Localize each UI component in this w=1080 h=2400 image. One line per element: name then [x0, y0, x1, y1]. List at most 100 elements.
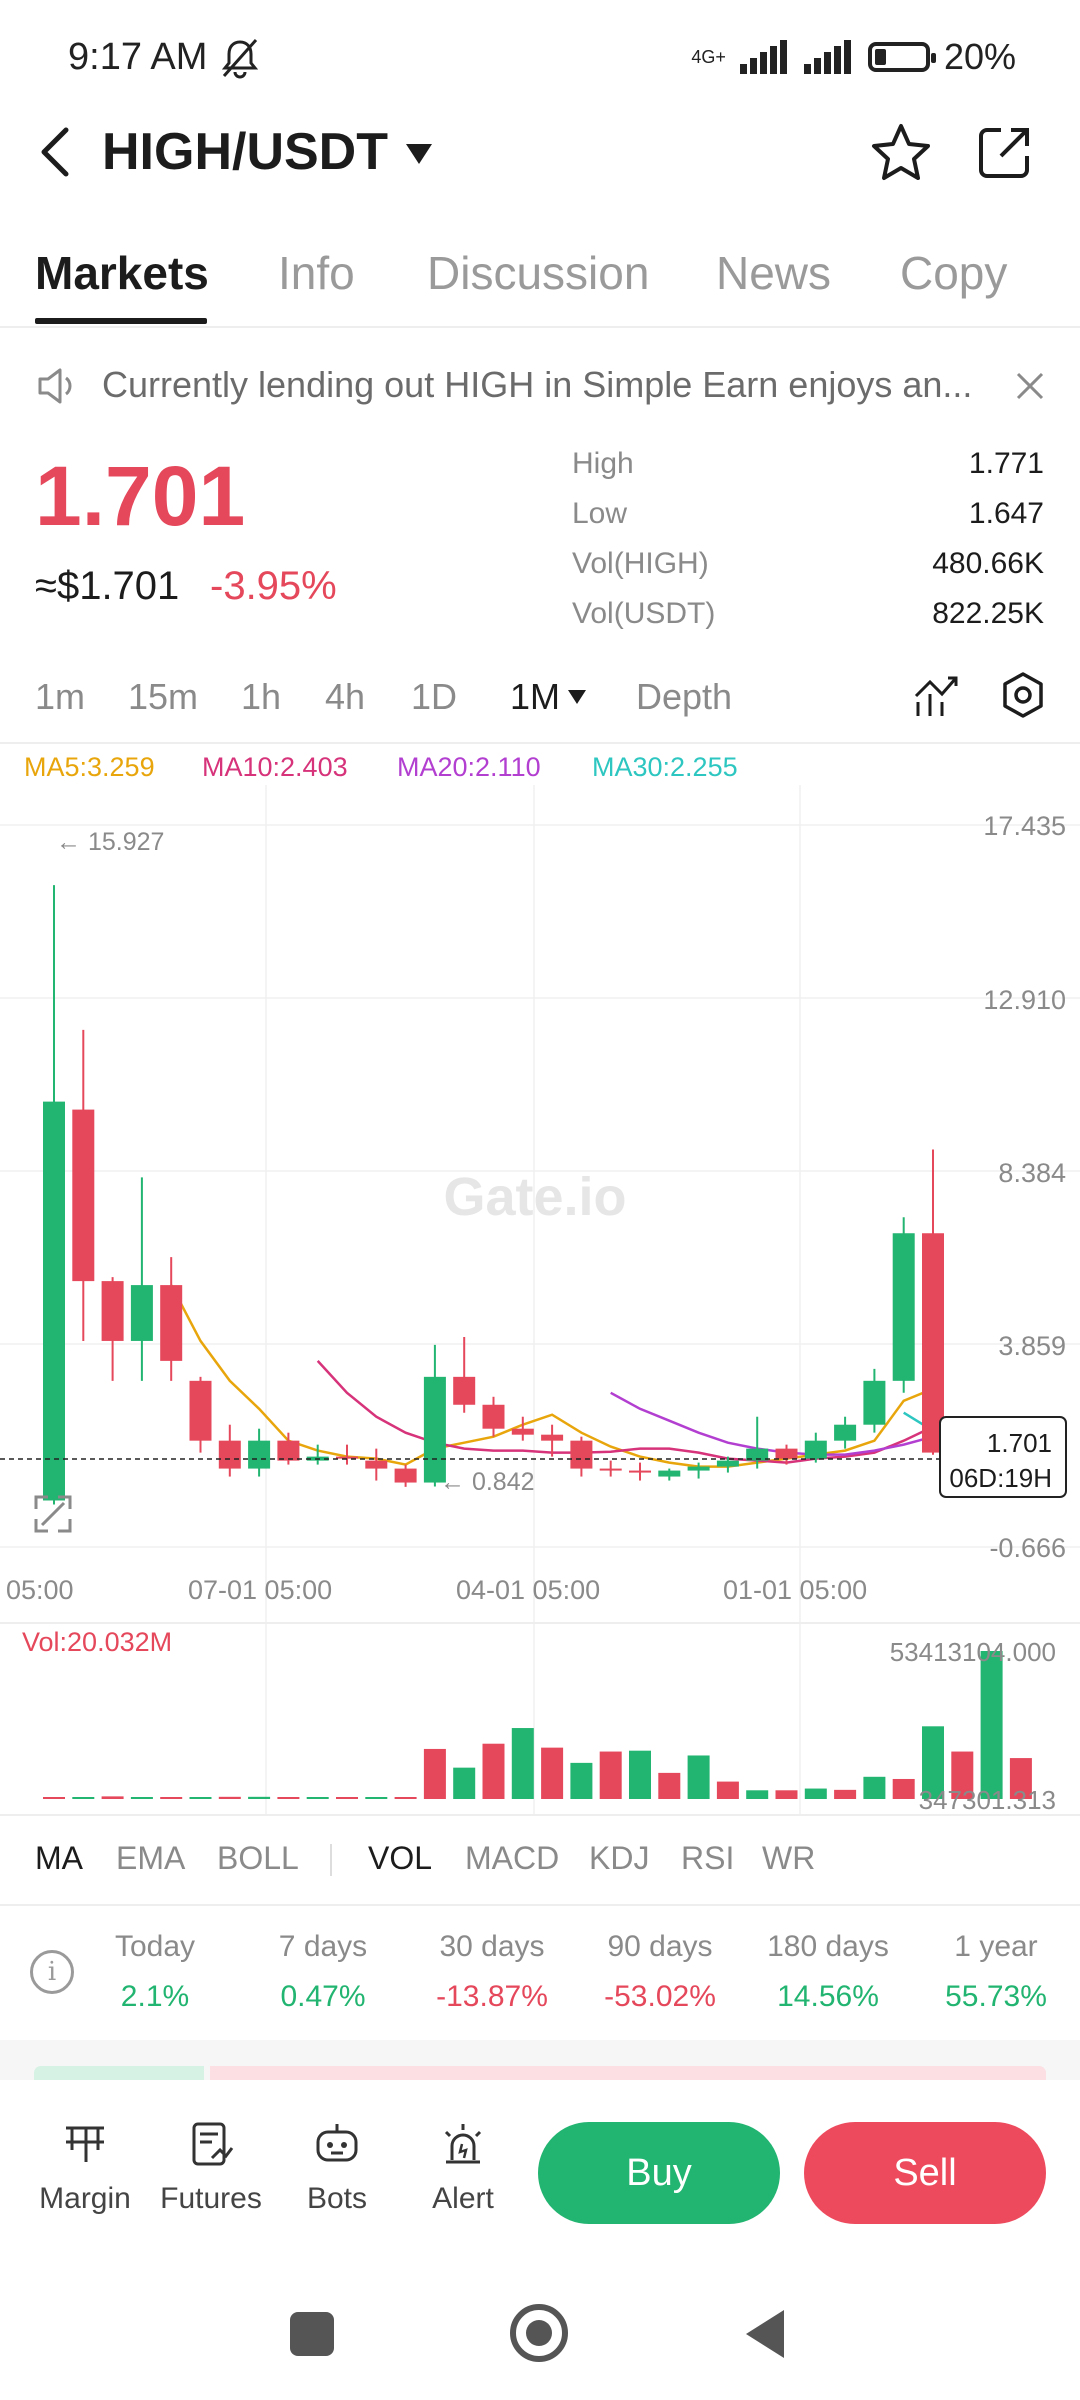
favorite-star-icon[interactable]	[870, 122, 932, 184]
home-icon[interactable]	[510, 2304, 568, 2362]
perf-value: -53.02%	[604, 1980, 716, 2013]
volume-bar	[541, 1747, 564, 1799]
stat-value-high: 1.771	[968, 447, 1044, 480]
alert-icon[interactable]	[438, 2120, 488, 2170]
indicator-vol[interactable]: VOL	[368, 1840, 433, 1876]
close-icon[interactable]	[1014, 370, 1046, 402]
indicator-wr[interactable]: WR	[762, 1840, 816, 1876]
y-tick: 12.910	[983, 985, 1066, 1015]
tab-news[interactable]: News	[716, 247, 832, 299]
volume-bar	[72, 1797, 95, 1799]
perf-value: 2.1%	[120, 1980, 190, 2013]
candle	[72, 1109, 95, 1282]
volume-max: 53413104.000	[890, 1637, 1056, 1667]
ma20-label: MA20:2.110	[397, 752, 541, 782]
alert-label[interactable]: Alert	[432, 2182, 494, 2215]
candle	[922, 1233, 944, 1453]
timeframe-depth[interactable]: Depth	[636, 676, 733, 717]
y-tick: 8.384	[998, 1158, 1066, 1188]
status-bar: 9:17 AM 4G+ 20%	[0, 0, 1080, 110]
tab-discussion[interactable]: Discussion	[427, 247, 650, 299]
volume-bar	[746, 1790, 769, 1799]
info-icon[interactable]: i	[30, 1950, 74, 1994]
volume-bar	[130, 1797, 153, 1799]
pair-dropdown-icon[interactable]	[406, 144, 432, 164]
back-arrow-icon[interactable]	[30, 122, 80, 182]
bots-label[interactable]: Bots	[306, 2182, 368, 2215]
stat-label-high: High	[572, 447, 634, 480]
candle	[687, 1466, 710, 1471]
volume-bar	[277, 1797, 300, 1799]
pair-title[interactable]: HIGH/USDT	[102, 123, 388, 181]
divider	[0, 1904, 1080, 1906]
timeframe-15m[interactable]: 15m	[128, 676, 199, 717]
candle	[746, 1448, 769, 1461]
volume-bar	[218, 1796, 241, 1799]
x-tick: 04-01 05:00	[456, 1575, 600, 1605]
volume-bar	[863, 1776, 886, 1799]
margin-icon[interactable]	[60, 2120, 110, 2170]
volume-bar	[43, 1797, 65, 1799]
timeframe-1m[interactable]: 1m	[35, 676, 86, 717]
futures-icon[interactable]	[186, 2120, 236, 2170]
timeframe-1M[interactable]: 1M	[510, 676, 561, 717]
indicator-boll[interactable]: BOLL	[217, 1840, 299, 1876]
candle	[423, 1376, 446, 1483]
status-time: 9:17 AM	[68, 36, 208, 78]
margin-label[interactable]: Margin	[39, 2182, 131, 2215]
futures-label[interactable]: Futures	[160, 2182, 262, 2215]
candle	[570, 1440, 593, 1469]
perf-label: 1 year	[954, 1930, 1038, 1963]
buy-button[interactable]: Buy	[538, 2122, 780, 2224]
stat-value-vol-base: 480.66K	[932, 547, 1044, 580]
candle	[658, 1470, 681, 1477]
volume-bar	[716, 1781, 739, 1799]
back-nav-icon[interactable]	[740, 2306, 790, 2362]
chart-settings-icon[interactable]	[998, 670, 1048, 720]
timeframe-4h[interactable]: 4h	[325, 676, 366, 717]
volume-bar	[482, 1743, 505, 1799]
sell-button[interactable]: Sell	[804, 2122, 1046, 2224]
indicator-kdj[interactable]: KDJ	[589, 1840, 650, 1876]
candle	[599, 1468, 622, 1471]
timeframe-dropdown-icon[interactable]	[568, 690, 586, 704]
ratio-bar-buy	[34, 2066, 204, 2080]
y-tick: -0.666	[989, 1533, 1066, 1563]
volume-bar	[394, 1797, 417, 1799]
share-icon[interactable]	[975, 124, 1033, 182]
high-marker: ← 15.927	[56, 828, 164, 856]
candlestick-chart[interactable]: Gate.io 1.701 06D:19H ← 15.927 ← 0.842 1…	[0, 785, 1080, 1815]
ma10-label: MA10:2.403	[202, 752, 348, 782]
indicator-rsi[interactable]: RSI	[681, 1840, 735, 1876]
candle	[365, 1460, 388, 1469]
perf-label: 90 days	[607, 1930, 713, 1963]
timeframe-1d[interactable]: 1D	[411, 676, 458, 717]
indicator-chart-icon[interactable]	[912, 672, 960, 720]
announcement-banner[interactable]: Currently lending out HIGH in Simple Ear…	[0, 346, 1080, 426]
volume-bar	[248, 1796, 271, 1799]
tab-copy[interactable]: Copy	[900, 247, 1008, 299]
indicator-macd[interactable]: MACD	[465, 1840, 560, 1876]
tab-info[interactable]: Info	[278, 247, 355, 299]
tab-markets[interactable]: Markets	[35, 247, 209, 299]
bots-icon[interactable]	[312, 2120, 362, 2170]
battery-level: 20%	[943, 36, 1016, 77]
candle	[804, 1440, 827, 1459]
timeframe-1h[interactable]: 1h	[241, 676, 282, 717]
indicator-ema[interactable]: EMA	[116, 1840, 186, 1876]
perf-value: 55.73%	[945, 1980, 1047, 2013]
volume-bar	[511, 1728, 534, 1799]
y-tick: 17.435	[983, 811, 1066, 841]
perf-value: 14.56%	[777, 1980, 879, 2013]
volume-bar	[804, 1788, 827, 1799]
recents-icon[interactable]	[290, 2312, 334, 2356]
countdown-label: 06D:19H	[949, 1463, 1052, 1493]
candle	[218, 1440, 241, 1469]
banner-text: Currently lending out HIGH in Simple Ear…	[102, 364, 973, 405]
candle	[541, 1434, 564, 1441]
volume-bar	[922, 1726, 944, 1799]
candle	[130, 1285, 153, 1341]
volume-bar	[658, 1772, 681, 1799]
ma20-line	[610, 1391, 934, 1456]
indicator-ma[interactable]: MA	[35, 1840, 83, 1876]
